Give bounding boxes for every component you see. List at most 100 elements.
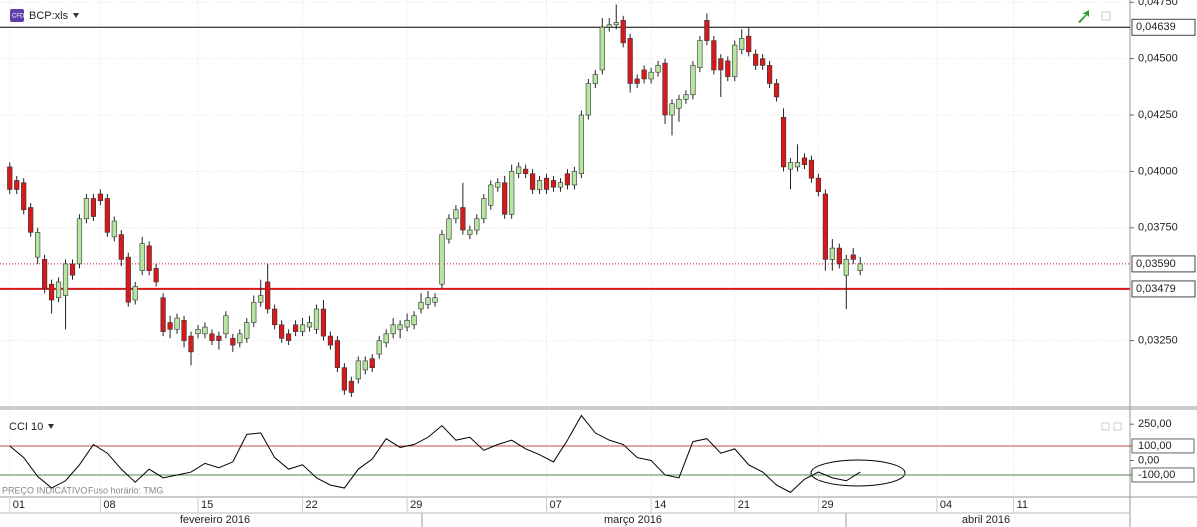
cci-line	[9, 414, 861, 493]
candle-body	[285, 333, 292, 341]
candle-body	[237, 333, 243, 344]
chart-title[interactable]: BCP:xls	[29, 10, 69, 22]
candle-body	[529, 173, 536, 190]
cfd-icon	[10, 9, 24, 22]
candle-body	[125, 256, 131, 303]
candle-body	[167, 322, 173, 330]
candle-body	[481, 198, 487, 220]
candle-body	[362, 360, 368, 371]
candle-body	[502, 182, 508, 215]
candle-body	[739, 38, 745, 50]
candle-body	[641, 69, 647, 80]
candle-body	[432, 297, 438, 303]
price-label: 0,03590	[1136, 258, 1176, 270]
candle-body	[571, 171, 578, 186]
candle-body	[348, 380, 354, 393]
candle-body	[599, 26, 605, 71]
candle-body	[753, 53, 759, 66]
candle-body	[320, 308, 327, 337]
candle-body	[334, 340, 340, 368]
price-label: 0,03479	[1136, 283, 1176, 295]
candle-body	[509, 171, 515, 215]
candle-body	[787, 162, 794, 170]
candle-body	[801, 157, 808, 165]
y-tick-label: -100,00	[1138, 469, 1175, 481]
candle-body	[313, 308, 320, 330]
candle-body	[306, 322, 313, 328]
x-tick-label: 15	[201, 499, 213, 511]
candle-body	[794, 162, 801, 168]
candle-body	[808, 159, 815, 179]
y-tick-label: 0,04750	[1138, 0, 1178, 8]
candle-body	[251, 301, 257, 323]
window-button[interactable]	[1101, 422, 1110, 431]
candle-body	[62, 263, 69, 296]
candle-body	[14, 180, 20, 190]
x-tick-label: 14	[654, 499, 666, 511]
candle-body	[467, 229, 473, 235]
candle-body	[104, 198, 110, 233]
candle-body	[118, 234, 124, 260]
candle-body	[369, 358, 375, 368]
candle-body	[216, 335, 222, 341]
window-button[interactable]	[1101, 11, 1111, 21]
candle-body	[439, 234, 445, 285]
candle-body	[397, 324, 403, 330]
candle-body	[829, 247, 835, 260]
candle-body	[327, 335, 334, 346]
candle-body	[425, 297, 431, 305]
candle-body	[773, 83, 780, 98]
x-tick-label: 29	[821, 499, 833, 511]
candle-body	[83, 198, 90, 220]
candle-body	[341, 367, 347, 391]
candle-body	[404, 319, 410, 328]
candle-body	[822, 193, 828, 260]
candle-body	[780, 116, 787, 168]
dropdown-arrow[interactable]	[73, 13, 79, 18]
candle-body	[69, 263, 76, 276]
candle-body	[272, 308, 278, 326]
candle-body	[683, 94, 689, 100]
candle-body	[453, 209, 459, 220]
candle-body	[195, 329, 201, 335]
candle-body	[209, 333, 215, 341]
indicator-title[interactable]: CCI 10	[9, 421, 43, 433]
window-button[interactable]	[1113, 422, 1122, 431]
y-tick-box	[1131, 467, 1195, 483]
price-label: 0,04639	[1136, 21, 1176, 33]
candle-body	[90, 198, 97, 217]
price-label-box	[1131, 280, 1196, 298]
candle-body	[7, 166, 13, 190]
candle-body	[460, 207, 466, 231]
month-label: fevereiro 2016	[180, 514, 250, 526]
candle-body	[21, 182, 27, 211]
candle-body	[258, 295, 264, 303]
candle-body	[132, 286, 138, 301]
candle-body	[223, 315, 229, 335]
candle-body	[146, 245, 152, 271]
candle-body	[557, 182, 564, 188]
candle-body	[725, 60, 731, 77]
candle-body	[676, 98, 682, 109]
candle-body	[390, 324, 396, 335]
candle-body	[160, 297, 166, 332]
candle-body	[516, 166, 522, 174]
footnote: PREÇO INDICATIVO	[2, 485, 87, 495]
candle-body	[746, 35, 752, 53]
candle-body	[606, 24, 612, 28]
x-tick-label: 04	[940, 499, 952, 511]
y-tick-label: 0,04250	[1138, 109, 1178, 121]
candle-body	[613, 22, 619, 26]
candle-body	[202, 326, 208, 335]
candle-body	[564, 173, 571, 186]
candle-body	[585, 83, 591, 116]
y-tick-label: 0,03250	[1138, 334, 1178, 346]
candle-body	[279, 324, 285, 339]
candle-body	[111, 220, 117, 238]
dropdown-arrow[interactable]	[48, 424, 54, 429]
candle-body	[446, 218, 452, 240]
candle-body	[97, 193, 103, 202]
trend-icon[interactable]	[1078, 10, 1089, 23]
